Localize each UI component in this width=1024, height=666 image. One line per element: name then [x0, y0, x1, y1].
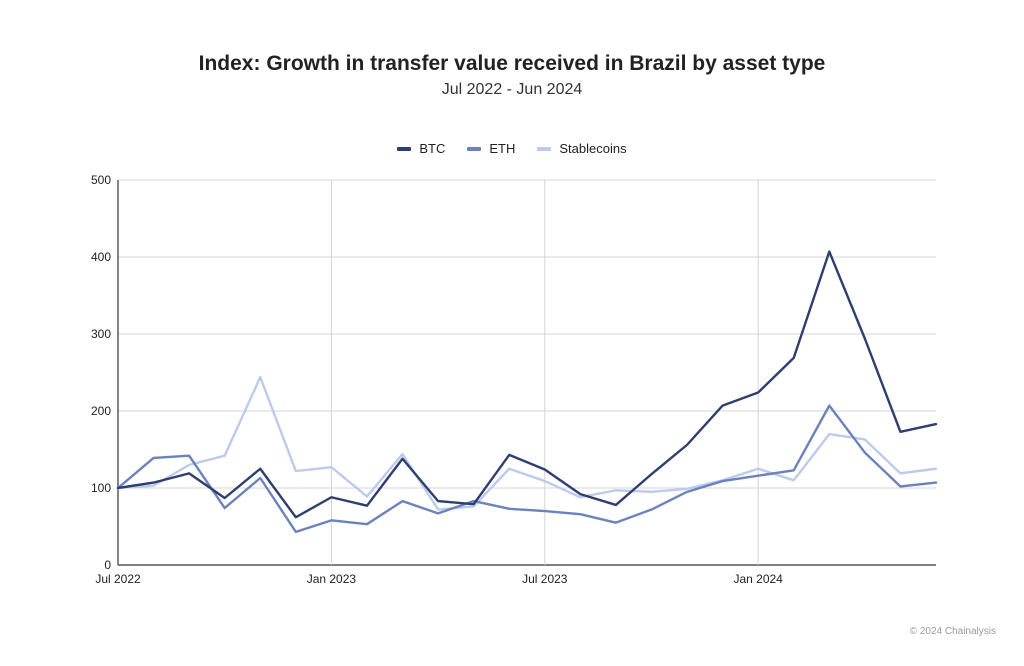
series-line-btc [116, 250, 938, 519]
y-tick-label-500: 500 [91, 173, 111, 187]
chart-title: Index: Growth in transfer value received… [198, 52, 826, 75]
legend-label-btc: BTC [419, 141, 446, 156]
y-tick-label-400: 400 [91, 250, 111, 264]
y-tick-label-200: 200 [91, 404, 111, 418]
legend-label-eth: ETH [489, 141, 516, 156]
legend-swatch-btc [397, 146, 412, 151]
legend-item-btc: BTC [397, 141, 445, 156]
series-line-stablecoins [116, 375, 938, 511]
x-tick-label-jul-2023: Jul 2023 [522, 572, 568, 586]
y-tick-label-300: 300 [91, 327, 111, 341]
x-tick-label-jul-2022: Jul 2022 [95, 572, 141, 586]
legend-item-stablecoins: Stablecoins [537, 141, 627, 156]
legend-label-stablecoins: Stablecoins [559, 141, 627, 156]
chart-legend: BTC ETH Stablecoins [0, 141, 1024, 156]
x-tick-label-jan-2024: Jan 2024 [733, 572, 783, 586]
y-tick-label-100: 100 [91, 481, 111, 495]
legend-swatch-stablecoins [537, 146, 552, 151]
chart-subtitle: Jul 2022 - Jun 2024 [441, 81, 583, 98]
x-tick-label-jan-2023: Jan 2023 [307, 572, 357, 586]
legend-item-eth: ETH [467, 141, 515, 156]
legend-swatch-eth [467, 146, 482, 151]
series-line-eth [116, 404, 938, 534]
y-tick-label-0: 0 [104, 558, 111, 572]
copyright-notice: © 2024 Chainalysis [909, 626, 996, 637]
